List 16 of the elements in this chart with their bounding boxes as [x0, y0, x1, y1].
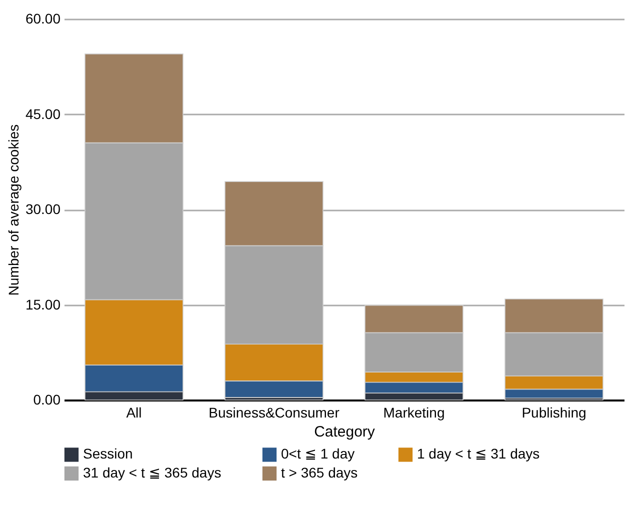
y-axis-title: Number of average cookies — [5, 124, 22, 296]
x-tick-label: All — [126, 404, 142, 420]
y-tick-label: 30.00 — [25, 201, 61, 217]
legend-label: 0<t ≦ 1 day — [281, 446, 355, 462]
y-tick-label: 0.00 — [33, 392, 61, 408]
x-tick-label: Marketing — [383, 404, 445, 420]
legend-label: 1 day < t ≦ 31 days — [417, 446, 540, 462]
y-tick-label: 60.00 — [25, 10, 61, 26]
legend-label: 31 day < t ≦ 365 days — [83, 464, 222, 480]
x-axis-title: Category — [314, 424, 376, 440]
y-tick-label: 45.00 — [25, 106, 61, 122]
x-tick-label: Business&Consumer — [208, 404, 340, 420]
x-tick-label: Publishing — [522, 404, 586, 420]
legend-label: t > 365 days — [281, 464, 358, 480]
y-tick-label: 15.00 — [25, 296, 61, 312]
legend-label: Session — [83, 446, 133, 462]
